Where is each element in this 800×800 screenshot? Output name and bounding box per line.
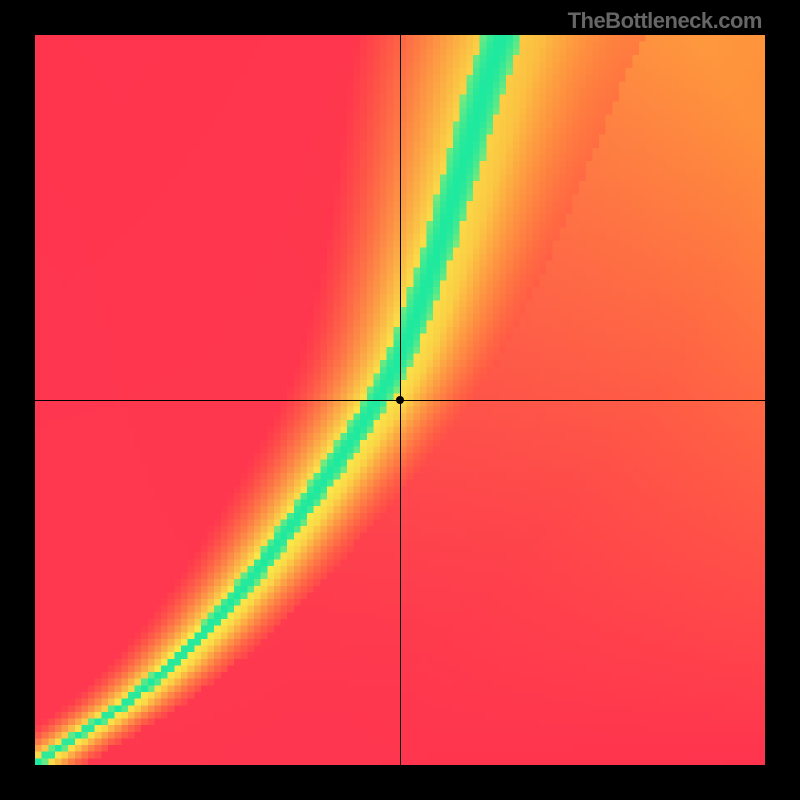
marker-dot (396, 396, 404, 404)
watermark-text: TheBottleneck.com (568, 8, 762, 34)
bottleneck-heatmap (35, 35, 765, 765)
